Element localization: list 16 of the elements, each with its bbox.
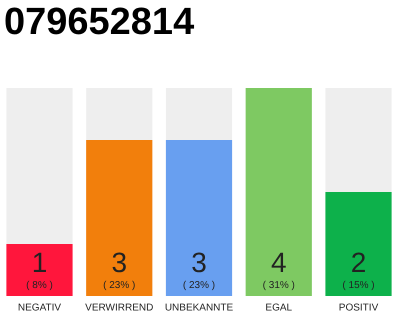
data-label: 4 <box>270 247 287 278</box>
data-label: 3 <box>111 247 128 278</box>
x-tick-label: VERWIRREND <box>85 302 154 314</box>
annotation: ( 23% ) <box>182 280 216 291</box>
x-tick-label: POSITIV <box>338 302 379 314</box>
x-tick-label: EGAL <box>265 302 293 314</box>
x-tick-label: NEGATIV <box>18 302 62 314</box>
data-label: 1 <box>32 247 48 278</box>
chart-title: 079652814 <box>4 1 194 43</box>
data-label: 3 <box>191 247 207 278</box>
data-label: 2 <box>350 247 366 278</box>
annotation: ( 8% ) <box>26 280 53 291</box>
annotation: ( 31% ) <box>262 280 295 291</box>
x-tick-label: UNBEKANNTE <box>164 302 234 314</box>
annotation: ( 15% ) <box>342 280 375 291</box>
annotation: ( 23% ) <box>103 280 136 291</box>
